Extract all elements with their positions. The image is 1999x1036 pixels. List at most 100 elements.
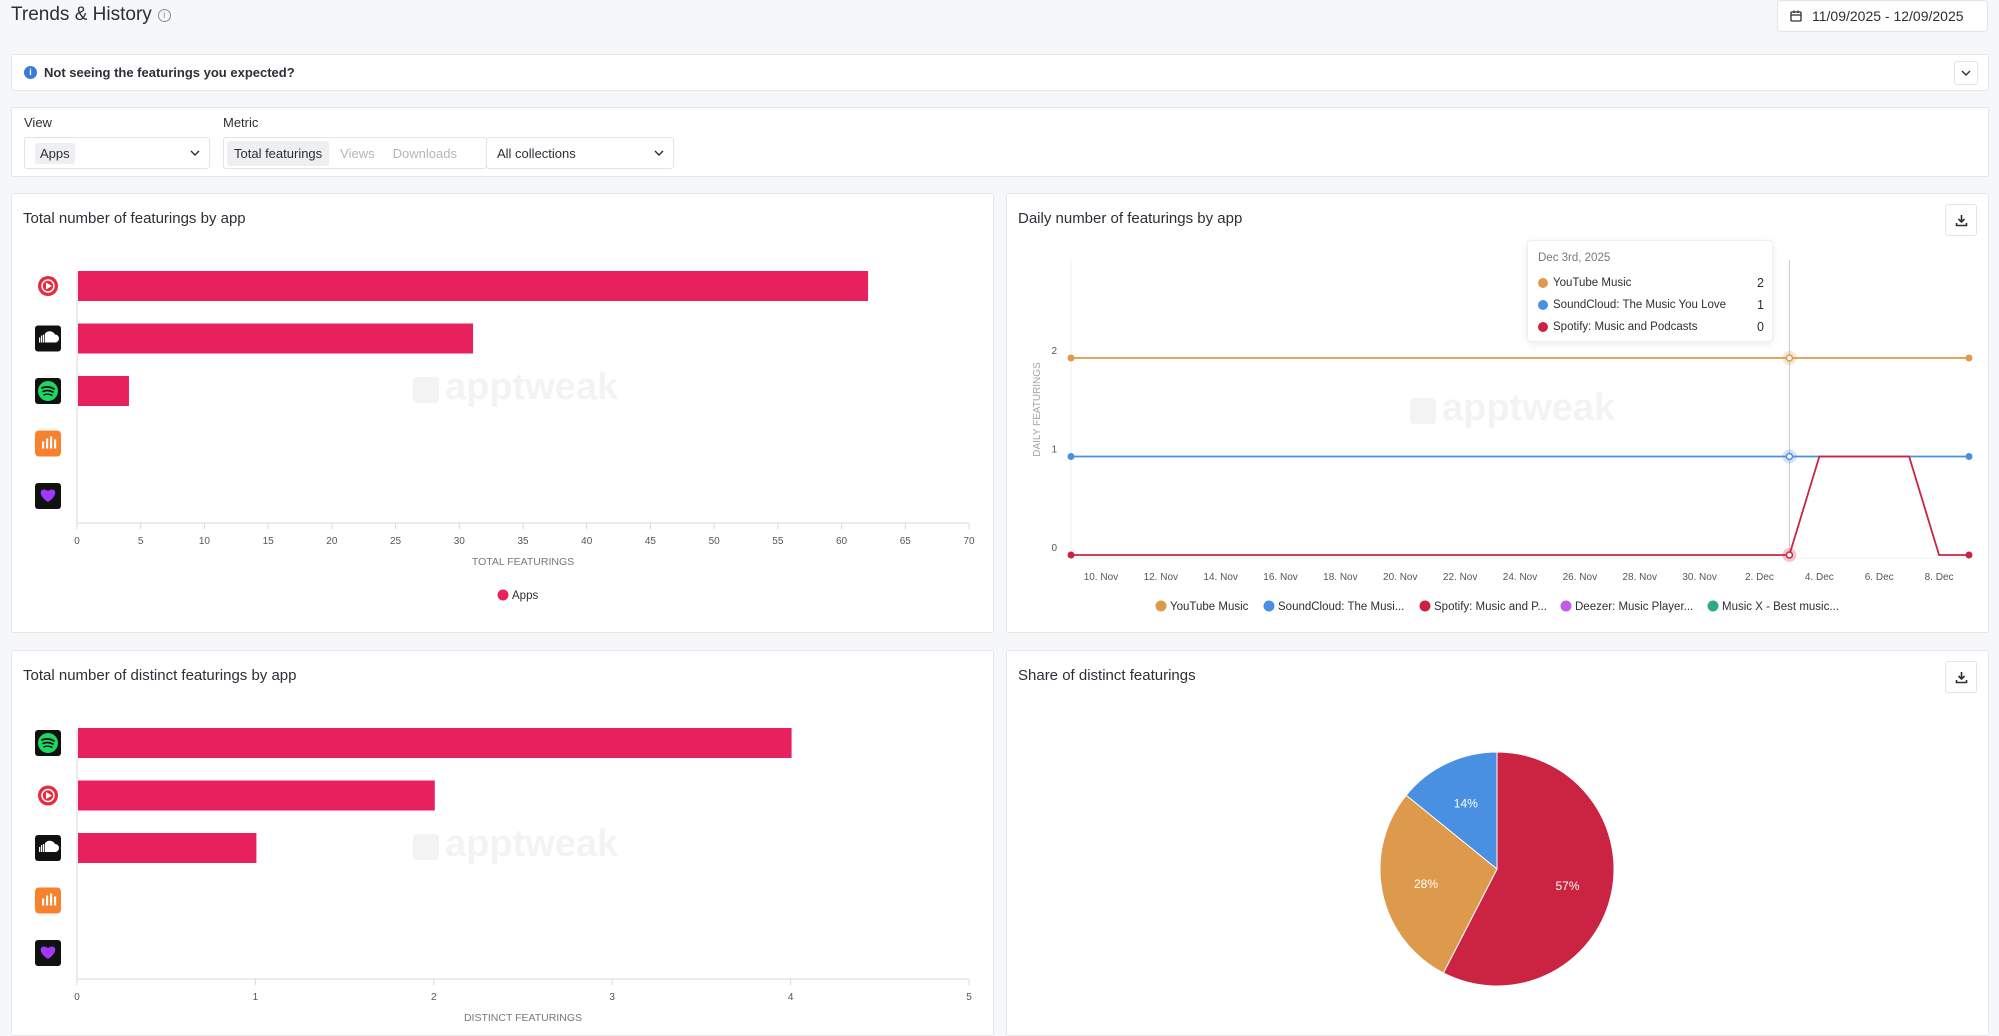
data-point [1067, 354, 1075, 362]
x-tick-label: 20 [326, 536, 338, 547]
info-icon: i [24, 66, 37, 79]
hover-point [1785, 551, 1794, 559]
watermark-logo-icon [413, 834, 439, 860]
featurings-notice[interactable]: i Not seeing the featurings you expected… [11, 54, 1989, 91]
info-icon[interactable]: i [157, 9, 171, 22]
watermark-logo-icon [1410, 398, 1436, 424]
x-tick-label: 15 [263, 536, 275, 547]
data-point [1965, 453, 1973, 460]
x-axis-title: TOTAL FEATURINGS [472, 556, 574, 568]
chevron-down-icon [190, 150, 200, 156]
legend-dot [1155, 600, 1167, 612]
x-tick-label: 2 [431, 992, 437, 1003]
soundcloud-icon [35, 325, 61, 352]
tooltip-value: 1 [1757, 298, 1764, 312]
metric-option-total-featurings[interactable]: Total featurings [227, 140, 330, 166]
download-icon [1955, 671, 1967, 683]
line-chart-tooltip: Dec 3rd, 2025 YouTube Music 2 SoundCloud:… [1527, 240, 1773, 342]
bar [78, 780, 435, 811]
view-select[interactable]: Apps [24, 137, 210, 169]
date-range-picker[interactable]: 11/09/2025 - 12/09/2025 [1777, 0, 1988, 32]
x-tick-label: 10. Nov [1084, 572, 1118, 583]
download-icon [1955, 214, 1967, 226]
page-title: Trends & History i [11, 4, 171, 26]
youtube-music-icon [36, 274, 60, 298]
daily-featurings-title: Daily number of featurings by app [1018, 210, 1243, 227]
distinct-featurings-title: Total number of distinct featurings by a… [23, 667, 297, 684]
x-tick-label: 0 [74, 536, 80, 547]
filters-bar: View Apps Metric Total featurings Views … [11, 107, 1989, 177]
total-featurings-bar-chart: 0 5 10 15 20 25 30 35 40 45 50 55 60 65 70 apptweak TOTA… [35, 271, 975, 602]
collection-select-value: All collections [497, 145, 576, 161]
download-button[interactable] [1945, 661, 1977, 693]
total-featurings-title: Total number of featurings by app [23, 210, 246, 227]
pie-slice-label: 57% [1555, 879, 1579, 893]
watermark-text: apptweak [445, 823, 619, 865]
watermark: apptweak [1410, 387, 1616, 429]
distinct-featurings-bar-chart: 0 1 2 3 4 5 apptweak DISTINCT FEATURINGS [35, 728, 972, 1024]
audiomack-icon [35, 887, 61, 914]
metric-label: Metric [223, 115, 259, 130]
daily-featurings-line-chart: 0 1 2 DAILY FEATURINGS 10. Nov 12. Nov 14. Nov… [1032, 260, 1973, 613]
x-tick-label: 3 [609, 992, 615, 1003]
watermark-text: apptweak [1442, 387, 1616, 429]
tooltip-row: YouTube Music 2 [1538, 276, 1764, 290]
x-tick-label: 55 [772, 536, 784, 547]
x-tick-label: 28. Nov [1622, 572, 1656, 583]
metric-option-views[interactable]: Views [340, 145, 375, 161]
x-tick-label: 30 [454, 536, 466, 547]
series-line [1071, 455, 1969, 556]
x-tick-label: 60 [836, 536, 848, 547]
view-label: View [24, 115, 52, 130]
data-point [1067, 551, 1075, 559]
x-tick-label: 25 [390, 536, 402, 547]
pie-slice-label: 14% [1454, 797, 1478, 811]
x-tick-label: 40 [581, 536, 593, 547]
data-point [1965, 354, 1973, 362]
share-featurings-title: Share of distinct featurings [1018, 667, 1196, 684]
bar [78, 728, 792, 758]
legend-dot [1560, 600, 1572, 612]
audiomack-icon [35, 430, 61, 457]
youtube-music-icon [36, 783, 60, 808]
bar [78, 323, 474, 354]
pie-slice-label: 28% [1414, 877, 1438, 891]
x-tick-label: 0 [74, 992, 80, 1003]
chevron-down-icon [654, 150, 664, 156]
collection-select[interactable]: All collections [486, 137, 674, 169]
tooltip-series-name: YouTube Music [1553, 277, 1632, 289]
calendar-icon [1790, 10, 1802, 22]
spotify-icon [35, 730, 61, 756]
view-select-value: Apps [35, 142, 75, 164]
total-featurings-card: Total number of featurings by app [11, 193, 994, 633]
data-point [1067, 453, 1075, 460]
share-pie-chart: apptweak57%28%14% [1379, 751, 1615, 987]
tooltip-value: 2 [1757, 276, 1764, 290]
legend-dot [1707, 600, 1719, 612]
x-tick-label: 70 [963, 536, 975, 547]
daily-featurings-card: Daily number of featurings by app [1006, 193, 1989, 633]
legend-dot [1538, 322, 1548, 332]
bar [78, 271, 869, 301]
soundcloud-icon [35, 835, 61, 861]
metric-option-downloads[interactable]: Downloads [392, 145, 457, 161]
x-tick-label: 65 [900, 536, 912, 547]
tooltip-series-name: Spotify: Music and Podcasts [1553, 321, 1698, 333]
chevron-down-icon [1961, 70, 1971, 76]
legend-dot [1538, 278, 1548, 288]
x-tick-label: 22. Nov [1443, 572, 1477, 583]
x-tick-label: 20. Nov [1383, 572, 1417, 583]
x-tick-label: 14. Nov [1203, 572, 1237, 583]
x-tick-label: 4 [788, 992, 794, 1003]
metric-segmented-control: Total featurings Views Downloads [223, 137, 487, 169]
expand-notice-button[interactable] [1954, 61, 1978, 85]
pie-slice [1405, 751, 1498, 871]
legend-dot [1419, 600, 1431, 612]
watermark: apptweak [413, 366, 619, 408]
download-button[interactable] [1945, 204, 1977, 236]
x-tick-label: 50 [709, 536, 721, 547]
hover-point [1785, 354, 1794, 362]
legend-label: Music X - Best music... [1722, 601, 1839, 613]
x-tick-label: 18. Nov [1323, 572, 1357, 583]
